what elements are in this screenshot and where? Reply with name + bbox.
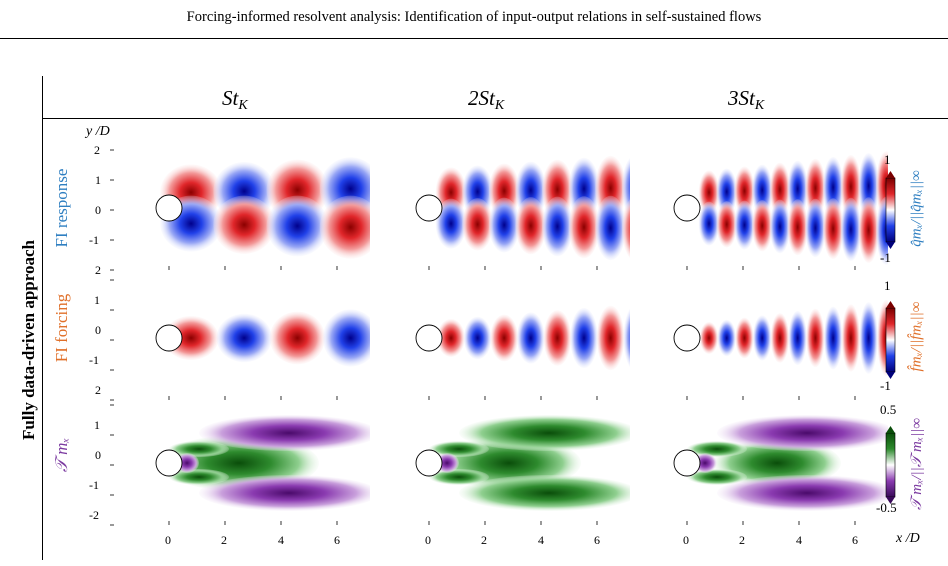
xtick-c2-4: 4 <box>796 533 802 547</box>
xtick-c2-6: 6 <box>852 533 858 547</box>
ytick-r1-0: 0 <box>95 323 101 337</box>
contour-panel-r1-c2 <box>673 300 888 376</box>
ytick-r0-1: 1 <box>95 173 101 187</box>
xtick-c1-4: 4 <box>538 533 544 547</box>
contour-panel-r0-c0 <box>155 157 370 259</box>
xtick-c0-0: 0 <box>165 533 171 547</box>
contour-panel-r1-c1 <box>415 305 630 371</box>
colorbar-transfer-min: -0.5 <box>876 500 897 515</box>
cylinder-r1-c2 <box>673 324 701 352</box>
xtick-c1-6: 6 <box>594 533 600 547</box>
xtick-c1-0: 0 <box>425 533 431 547</box>
xtick-c2-0: 0 <box>683 533 689 547</box>
cylinder-r2-c0 <box>155 449 183 477</box>
colorbar-r2 <box>885 432 896 498</box>
cylinder-r1-c0 <box>155 324 183 352</box>
ytick-r2-m1: -1 <box>89 478 99 492</box>
column-title-2stk: 2StK <box>468 86 505 113</box>
x-axis-label: x /D <box>896 531 920 546</box>
ytick-r2-0: 0 <box>95 448 101 462</box>
contour-panel-r2-c2 <box>673 415 888 511</box>
xtick-c0-2: 2 <box>221 533 227 547</box>
colorbar-forcing-min: -1 <box>880 378 891 393</box>
table-side-rule <box>42 76 43 560</box>
column-title-stk: StK <box>222 86 248 113</box>
ytick-r0-2: 2 <box>94 143 100 157</box>
contour-panel-r2-c1 <box>415 415 630 511</box>
cylinder-r2-c1 <box>415 449 443 477</box>
colorbar-r0 <box>885 177 896 243</box>
xtick-c0-4: 4 <box>278 533 284 547</box>
header-rule <box>0 38 948 39</box>
column-title-3stk: 3StK <box>728 86 765 113</box>
cylinder-r0-c1 <box>415 194 443 222</box>
xtick-c1-2: 2 <box>481 533 487 547</box>
contour-panel-r2-c0 <box>155 415 370 511</box>
colorbar-forcing-max: 1 <box>884 278 891 293</box>
ytick-r2-1: 1 <box>94 418 100 432</box>
y-axis-label: y /D <box>86 124 110 139</box>
ytick-r1-1: 1 <box>94 293 100 307</box>
cylinder-r0-c0 <box>155 194 183 222</box>
colorbar-forcing-title: f̂mₓ/||f̂mₓ||∞ <box>908 301 925 372</box>
ytick-r1-m2: 2 <box>95 383 101 397</box>
xtick-c2-2: 2 <box>739 533 745 547</box>
colorbar-response-max: 1 <box>884 152 891 167</box>
cylinder-r0-c2 <box>673 194 701 222</box>
cylinder-r2-c2 <box>673 449 701 477</box>
ytick-r0-m2: 2 <box>95 263 101 277</box>
page-header: Forcing-informed resolvent analysis: Ide… <box>186 9 762 25</box>
xtick-c0-6: 6 <box>334 533 340 547</box>
ytick-r0-0: 0 <box>95 203 101 217</box>
colorbar-transfer-max: 0.5 <box>880 402 897 417</box>
contour-panel-r0-c2 <box>673 151 888 265</box>
colorbar-response-title: q̂mₓ/||q̂mₓ||∞ <box>908 170 925 247</box>
colorbar-response-min: -1 <box>880 250 891 265</box>
cylinder-r1-c1 <box>415 324 443 352</box>
ytick-r0-m1: -1 <box>89 233 99 247</box>
ytick-r2-m2: -2 <box>89 508 99 522</box>
ytick-r1-m1: -1 <box>89 353 99 367</box>
contour-panel-r0-c1 <box>415 155 630 261</box>
contour-panel-r1-c0 <box>155 309 370 367</box>
colorbar-transfer-title: 𝒯 mₓ/||𝒯 mₓ||∞ <box>909 417 925 511</box>
table-header-rule <box>42 118 948 119</box>
colorbar-r1 <box>885 307 896 373</box>
